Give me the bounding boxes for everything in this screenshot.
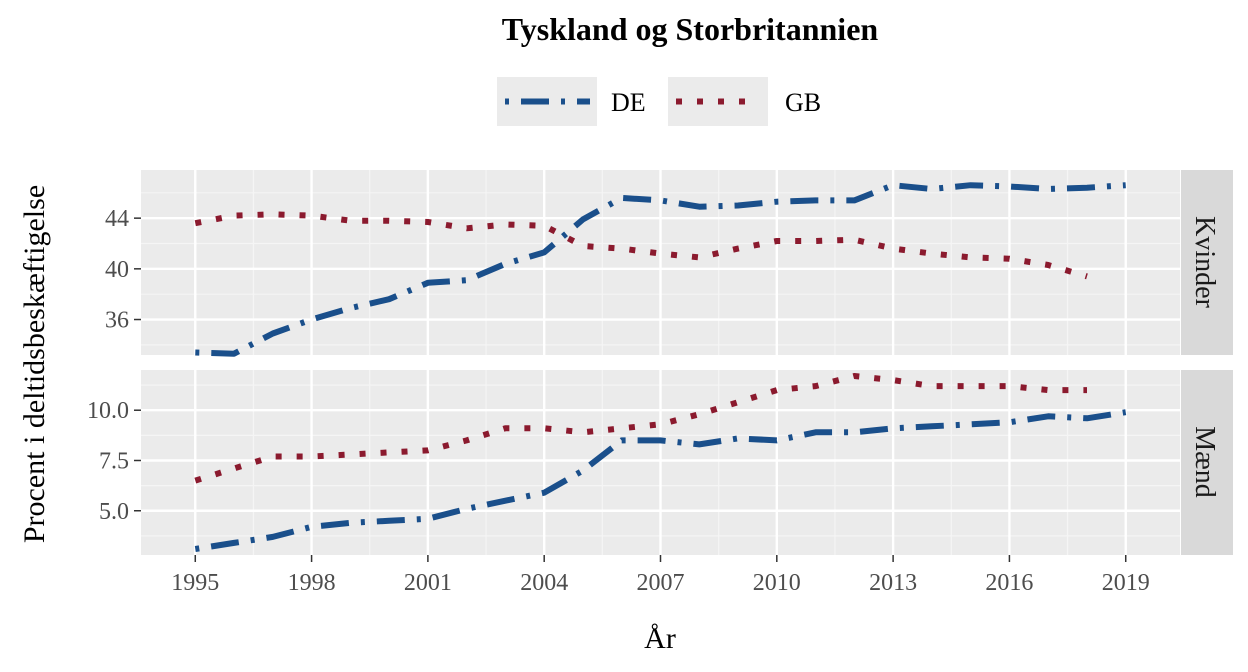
x-tick-label: 2019 [1102, 570, 1150, 596]
x-tick-label: 2001 [404, 570, 452, 596]
chart-title: Tysk­land og Storbritannien [502, 11, 879, 47]
panel-maend: 5.0 7.5 10.0 Mænd [87, 370, 1233, 555]
strip-label-kvinder: Kvinder [1189, 216, 1220, 308]
x-tick-label: 2007 [637, 570, 685, 596]
y-tick-label: 7.5 [99, 448, 129, 474]
x-axis: 1995 1998 2001 2004 2007 2010 2013 2016 2019 [171, 555, 1150, 596]
legend: DE GB [497, 77, 821, 126]
x-tick-label: 2010 [753, 570, 801, 596]
strip-label-maend: Mænd [1189, 426, 1220, 498]
y-tick-label: 36 [105, 308, 129, 334]
series-line-gb [194, 211, 1088, 280]
x-tick-label: 2013 [869, 570, 917, 596]
x-tick-label: 2016 [985, 570, 1033, 596]
x-axis-title: År [644, 622, 676, 655]
series-line-gb [194, 373, 1087, 484]
y-tick-label: 44 [105, 206, 129, 232]
strip-background [1181, 370, 1233, 555]
x-tick-label: 1998 [288, 570, 336, 596]
y-tick-label: 40 [105, 257, 129, 283]
legend-label-de: DE [611, 88, 646, 117]
x-tick-label: 1995 [171, 570, 219, 596]
y-tick-label: 5.0 [99, 499, 129, 525]
x-tick-label: 2004 [520, 570, 568, 596]
strip-background [1181, 170, 1233, 355]
y-tick-label: 10.0 [87, 398, 129, 424]
series-line-de [194, 409, 1127, 552]
panel-kvinder: 36 40 44 Kvinder [105, 170, 1233, 357]
legend-label-gb: GB [785, 88, 821, 117]
series-line-de [195, 182, 1126, 357]
y-axis-title: Procent i deltidsbeskæftigelse [18, 185, 51, 543]
